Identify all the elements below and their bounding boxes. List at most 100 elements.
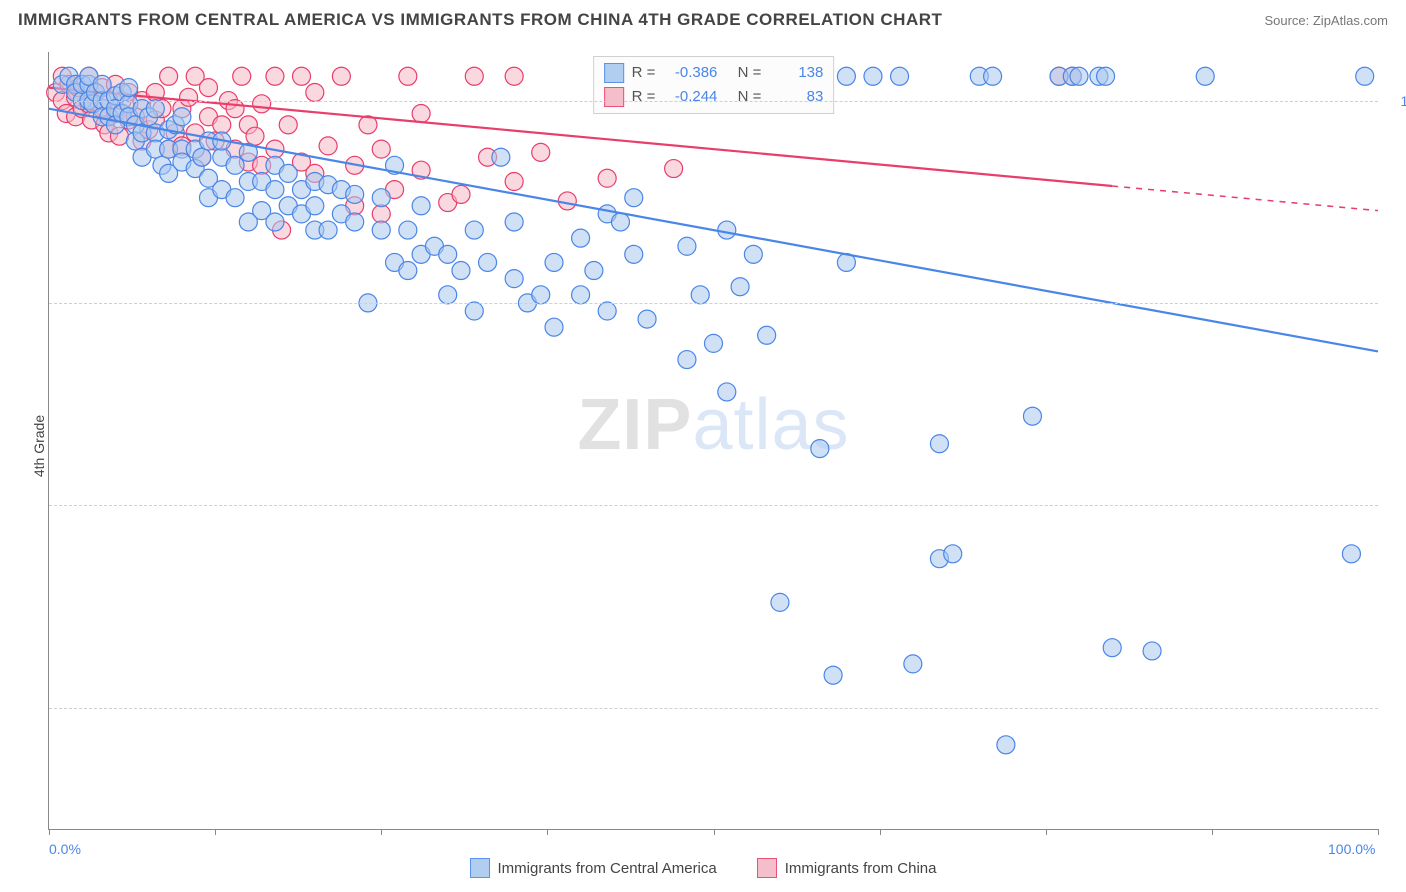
- data-point-central-america: [930, 435, 948, 453]
- legend-label-central-america: Immigrants from Central America: [498, 860, 717, 877]
- data-point-central-america: [718, 221, 736, 239]
- data-point-central-america: [944, 545, 962, 563]
- data-point-central-america: [1103, 639, 1121, 657]
- data-point-china: [319, 137, 337, 155]
- data-point-central-america: [611, 213, 629, 231]
- data-point-central-america: [266, 181, 284, 199]
- source-label: Source: ZipAtlas.com: [1264, 13, 1388, 28]
- x-tick: [547, 829, 548, 835]
- data-point-central-america: [545, 318, 563, 336]
- grid-line: [49, 708, 1378, 709]
- data-point-central-america: [678, 351, 696, 369]
- data-point-central-america: [598, 302, 616, 320]
- data-point-china: [266, 67, 284, 85]
- data-point-central-america: [837, 67, 855, 85]
- x-tick: [1212, 829, 1213, 835]
- x-tick: [1046, 829, 1047, 835]
- grid-line: [49, 303, 1378, 304]
- data-point-central-america: [691, 286, 709, 304]
- data-point-central-america: [744, 245, 762, 263]
- data-point-central-america: [439, 286, 457, 304]
- title-bar: IMMIGRANTS FROM CENTRAL AMERICA VS IMMIG…: [18, 10, 1388, 30]
- swatch-china: [604, 87, 624, 107]
- x-tick: [381, 829, 382, 835]
- data-point-central-america: [465, 221, 483, 239]
- data-point-central-america: [465, 302, 483, 320]
- data-point-central-america: [572, 229, 590, 247]
- data-point-central-america: [864, 67, 882, 85]
- plot-area: ZIPatlas R = -0.386 N = 138 R = -0.244 N…: [48, 52, 1378, 830]
- x-tick: [215, 829, 216, 835]
- data-point-central-america: [625, 245, 643, 263]
- data-point-china: [213, 116, 231, 134]
- data-point-china: [399, 67, 417, 85]
- data-point-central-america: [532, 286, 550, 304]
- data-point-central-america: [173, 108, 191, 126]
- x-tick: [49, 829, 50, 835]
- x-tick-label: 0.0%: [49, 841, 81, 857]
- x-tick-label: 100.0%: [1328, 841, 1375, 857]
- x-tick: [1378, 829, 1379, 835]
- x-tick: [714, 829, 715, 835]
- data-point-central-america: [545, 253, 563, 271]
- legend-item-china: Immigrants from China: [757, 858, 937, 878]
- data-point-central-america: [505, 213, 523, 231]
- data-point-china: [306, 83, 324, 101]
- data-point-central-america: [811, 440, 829, 458]
- data-point-central-america: [193, 148, 211, 166]
- y-axis-label: 4th Grade: [31, 415, 47, 477]
- data-point-central-america: [279, 164, 297, 182]
- data-point-central-america: [372, 221, 390, 239]
- data-point-central-america: [824, 666, 842, 684]
- n-prefix: N =: [738, 85, 762, 109]
- r-prefix: R =: [632, 85, 656, 109]
- grid-line: [49, 101, 1378, 102]
- data-point-central-america: [585, 262, 603, 280]
- y-tick-label: 87.5%: [1388, 295, 1406, 311]
- data-point-central-america: [1143, 642, 1161, 660]
- data-point-central-america: [638, 310, 656, 328]
- data-point-china: [465, 67, 483, 85]
- data-point-china: [558, 192, 576, 210]
- legend-item-central-america: Immigrants from Central America: [470, 858, 717, 878]
- data-point-central-america: [372, 189, 390, 207]
- data-point-central-america: [997, 736, 1015, 754]
- data-point-central-america: [731, 278, 749, 296]
- data-point-china: [332, 67, 350, 85]
- swatch-central-america: [604, 63, 624, 83]
- data-point-central-america: [266, 213, 284, 231]
- data-point-central-america: [1196, 67, 1214, 85]
- data-point-central-america: [771, 593, 789, 611]
- data-point-china: [226, 100, 244, 118]
- data-point-central-america: [399, 262, 417, 280]
- data-point-central-america: [346, 185, 364, 203]
- data-point-central-america: [226, 156, 244, 174]
- data-point-china: [246, 127, 264, 145]
- data-point-china: [532, 143, 550, 161]
- data-point-china: [160, 67, 178, 85]
- data-point-central-america: [346, 213, 364, 231]
- data-point-china: [665, 160, 683, 178]
- data-point-central-america: [226, 189, 244, 207]
- data-point-central-america: [1342, 545, 1360, 563]
- data-point-central-america: [705, 334, 723, 352]
- data-point-central-america: [399, 221, 417, 239]
- n-value-china: 83: [769, 85, 823, 109]
- r-prefix: R =: [632, 61, 656, 85]
- chart-container: IMMIGRANTS FROM CENTRAL AMERICA VS IMMIG…: [0, 0, 1406, 892]
- data-point-central-america: [678, 237, 696, 255]
- data-point-central-america: [758, 326, 776, 344]
- r-value-china: -0.244: [663, 85, 717, 109]
- chart-title: IMMIGRANTS FROM CENTRAL AMERICA VS IMMIG…: [18, 10, 942, 30]
- data-point-central-america: [412, 197, 430, 215]
- data-point-china: [452, 185, 470, 203]
- data-point-central-america: [319, 221, 337, 239]
- series-legend: Immigrants from Central America Immigran…: [0, 858, 1406, 878]
- data-point-central-america: [505, 270, 523, 288]
- y-tick-label: 100.0%: [1388, 93, 1406, 109]
- data-point-china: [199, 79, 217, 97]
- data-point-china: [372, 140, 390, 158]
- data-point-central-america: [306, 197, 324, 215]
- y-tick-label: 62.5%: [1388, 700, 1406, 716]
- data-point-central-america: [452, 262, 470, 280]
